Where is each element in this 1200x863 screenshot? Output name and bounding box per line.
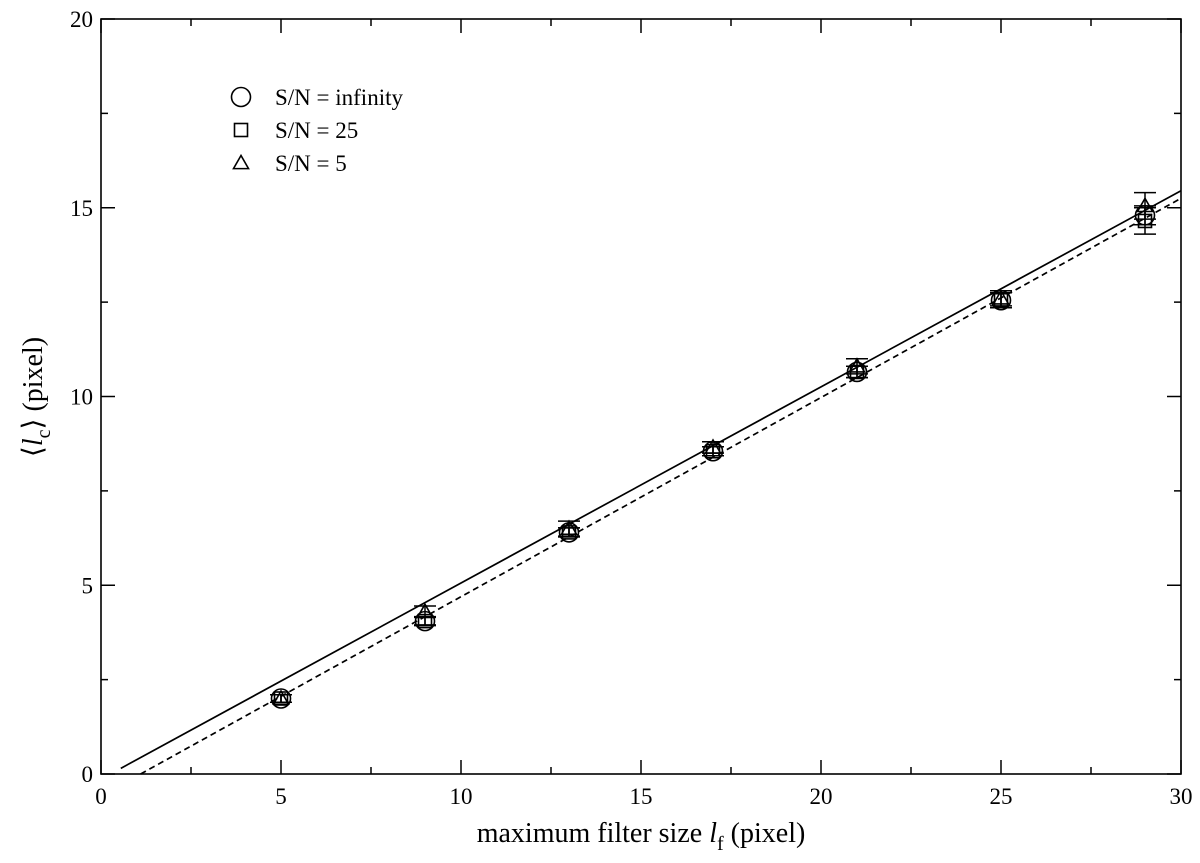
y-tick-label: 15 <box>70 196 93 221</box>
data-markers <box>270 191 1156 709</box>
y-tick-label: 10 <box>70 385 93 410</box>
x-tick-label: 30 <box>1170 784 1193 809</box>
data-point-triangle <box>1136 196 1154 213</box>
series-square <box>270 207 1156 706</box>
x-tick-label: 20 <box>810 784 833 809</box>
x-tick-label: 5 <box>275 784 287 809</box>
legend-entry-label: S/N = 5 <box>275 151 347 176</box>
data-point-triangle <box>560 519 578 536</box>
x-tick-label: 15 <box>630 784 653 809</box>
legend-entry-label: S/N = 25 <box>275 118 358 143</box>
legend-marker-circle <box>230 86 252 108</box>
axis-ticks: 0 5 10 15 20 25 30 0 5 10 15 20 <box>70 7 1193 809</box>
x-tick-label: 10 <box>450 784 473 809</box>
fit-line-solid <box>120 190 1182 770</box>
fit-line-dashed <box>140 197 1182 775</box>
data-point-triangle <box>416 602 434 619</box>
x-tick-label: 25 <box>990 784 1013 809</box>
x-tick-label: 0 <box>95 784 107 809</box>
series-triangle <box>270 191 1156 705</box>
y-tick-label: 20 <box>70 7 93 32</box>
legend-marker-square <box>233 122 249 138</box>
x-axis-label: maximum filter size lf (pixel) <box>477 818 806 855</box>
y-axis-label: ⟨lc⟩ (pixel) <box>18 337 55 457</box>
data-point-triangle <box>704 438 722 454</box>
data-point-circle <box>270 688 292 709</box>
fit-lines <box>120 190 1182 775</box>
data-point-triangle <box>992 289 1010 305</box>
y-tick-label: 0 <box>82 762 94 787</box>
legend-marker-triangle <box>232 153 250 170</box>
legend: S/N = infinity S/N = 25 S/N = 5 <box>230 85 403 176</box>
y-tick-label: 5 <box>82 573 94 598</box>
plot-frame <box>100 18 1182 775</box>
data-point-triangle <box>272 689 290 705</box>
data-point-triangle <box>848 357 866 373</box>
legend-entry-label: S/N = infinity <box>275 85 403 110</box>
